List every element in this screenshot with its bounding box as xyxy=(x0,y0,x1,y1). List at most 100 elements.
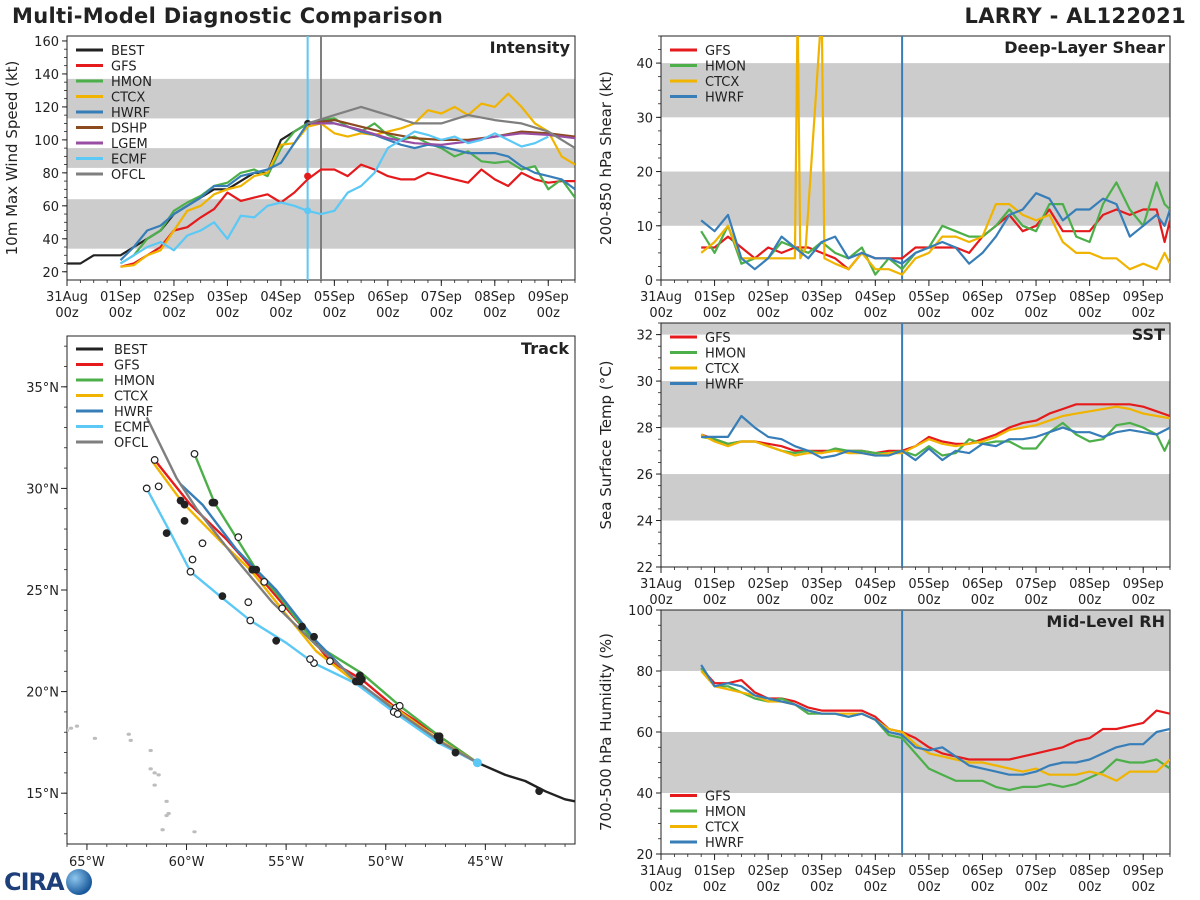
shear-legend-label-ctcx: CTCX xyxy=(705,75,739,90)
sst-xtick-label: 07Sep xyxy=(1016,577,1057,592)
rh-xtick-label: 00z xyxy=(917,880,941,895)
sst-title: SST xyxy=(1132,325,1165,344)
sst-xtick-label: 00z xyxy=(810,593,834,608)
track-marker-best xyxy=(248,565,257,574)
track-marker-ofcl xyxy=(451,748,460,757)
rh-series-hwrf xyxy=(700,664,1170,776)
track-legend-label-ecmf: ECMF xyxy=(114,421,150,436)
shear-band-1 xyxy=(661,63,1170,118)
shear-xtick-label: 31Aug xyxy=(640,290,682,305)
rh-ytick-label: 80 xyxy=(636,665,653,680)
shear-series-hmon xyxy=(700,181,1170,276)
track-marker-hwrf xyxy=(162,529,171,538)
intensity-xtick-label: 02Sep xyxy=(153,290,194,305)
sst-xtick-label: 00z xyxy=(1132,593,1156,608)
rh-band-0 xyxy=(661,732,1170,793)
intensity-xtick-label: 08Sep xyxy=(474,290,515,305)
intensity-xtick-label: 00z xyxy=(537,306,561,321)
sst-xtick-label: 08Sep xyxy=(1069,577,1110,592)
sst-xtick-label: 02Sep xyxy=(748,577,789,592)
shear-xtick-label: 07Sep xyxy=(1016,290,1057,305)
shear-xtick-label: 03Sep xyxy=(801,290,842,305)
sst-xtick-label: 00z xyxy=(1024,593,1048,608)
sst-series-ctcx xyxy=(700,405,1170,457)
track-current-position xyxy=(472,758,482,768)
sst-xtick-label: 09Sep xyxy=(1123,577,1164,592)
intensity-ylabel: 10m Max Wind Speed (kt) xyxy=(3,61,21,256)
sst-xtick-label: 00z xyxy=(1078,593,1102,608)
track-island xyxy=(152,783,157,787)
intensity-ytick-label: 20 xyxy=(42,266,59,281)
intensity-xtick-label: 06Sep xyxy=(367,290,408,305)
rh-xtick-label: 00z xyxy=(1024,880,1048,895)
sst-xtick-label: 00z xyxy=(756,593,780,608)
shear-xtick-label: 00z xyxy=(756,306,780,321)
rh-legend-label-hmon: HMON xyxy=(705,805,746,820)
track-marker-gfs xyxy=(298,622,306,631)
intensity-ytick-label: 160 xyxy=(34,35,59,50)
intensity-marker-gfs xyxy=(304,172,312,180)
sst-xtick-label: 00z xyxy=(649,593,673,608)
intensity-series-ecmf xyxy=(119,130,549,265)
shear-ylabel: 200-850 hPa Shear (kt) xyxy=(597,71,615,245)
rh-xtick-label: 01Sep xyxy=(694,864,735,879)
track-marker-best xyxy=(180,500,189,509)
sst-band-2 xyxy=(661,323,1170,335)
rh-xtick-label: 00z xyxy=(1078,880,1102,895)
shear-ytick-label: 30 xyxy=(636,111,653,126)
intensity-marker-ecmf xyxy=(304,207,312,215)
rh-band-1 xyxy=(661,610,1170,671)
globe-icon xyxy=(65,869,92,895)
shear-band-0 xyxy=(661,171,1170,226)
rh-xtick-label: 04Sep xyxy=(855,864,896,879)
shear-xtick-label: 00z xyxy=(1078,306,1102,321)
shear-xtick-label: 00z xyxy=(649,306,673,321)
intensity-ytick-label: 120 xyxy=(34,101,59,116)
track-legend-label-hwrf: HWRF xyxy=(114,405,153,420)
rh-xtick-label: 02Sep xyxy=(748,864,789,879)
rh-series-group xyxy=(700,610,1170,854)
rh-xtick-label: 06Sep xyxy=(962,864,1003,879)
sst-series-group xyxy=(700,323,1170,567)
rh-xtick-label: 00z xyxy=(756,880,780,895)
intensity-legend-label-lgem: LGEM xyxy=(111,137,148,152)
intensity-title: Intensity xyxy=(490,38,571,57)
track-marker-gfs xyxy=(260,577,269,586)
panel-intensity: 2040608010012014016031Aug00z01Sep00z02Se… xyxy=(3,35,576,321)
shear-ytick-label: 0 xyxy=(645,274,653,289)
track-island xyxy=(152,771,157,775)
intensity-legend-label-ecmf: ECMF xyxy=(111,153,147,168)
intensity-ytick-label: 80 xyxy=(42,167,59,182)
track-island xyxy=(148,748,153,753)
sst-xtick-label: 00z xyxy=(971,593,995,608)
rh-ylabel: 700-500 hPa Humidity (%) xyxy=(597,633,615,831)
track-island xyxy=(74,724,80,728)
panel-shear: 01020304031Aug00z01Sep00z02Sep00z03Sep00… xyxy=(597,35,1171,321)
track-ytick-label: 20°N xyxy=(26,686,59,701)
track-marker-hmon xyxy=(395,701,404,710)
panel-sst: 22242628303231Aug00z01Sep00z02Sep00z03Se… xyxy=(597,322,1171,608)
track-title: Track xyxy=(521,339,569,358)
rh-xtick-label: 00z xyxy=(971,880,995,895)
sst-legend-label-gfs: GFS xyxy=(705,331,731,346)
shear-xtick-label: 00z xyxy=(917,306,941,321)
rh-xtick-label: 03Sep xyxy=(801,864,842,879)
intensity-xtick-label: 00z xyxy=(216,306,240,321)
intensity-xtick-label: 01Sep xyxy=(100,290,141,305)
shear-xtick-label: 00z xyxy=(1132,306,1156,321)
sst-ytick-label: 26 xyxy=(636,468,653,483)
track-xtick-label: 60°W xyxy=(169,855,205,870)
track-marker-hmon xyxy=(190,449,199,458)
intensity-xtick-label: 03Sep xyxy=(207,290,248,305)
sst-ylabel: Sea Surface Temp (°C) xyxy=(597,360,615,529)
shear-legend-label-gfs: GFS xyxy=(705,44,731,59)
intensity-legend-label-gfs: GFS xyxy=(111,60,137,75)
intensity-xtick-label: 00z xyxy=(483,306,507,321)
intensity-series-group xyxy=(67,36,575,280)
sst-legend-label-ctcx: CTCX xyxy=(705,362,739,377)
track-ytick-label: 15°N xyxy=(26,787,59,802)
rh-legend-label-ctcx: CTCX xyxy=(705,821,739,836)
shear-xtick-label: 08Sep xyxy=(1069,290,1110,305)
